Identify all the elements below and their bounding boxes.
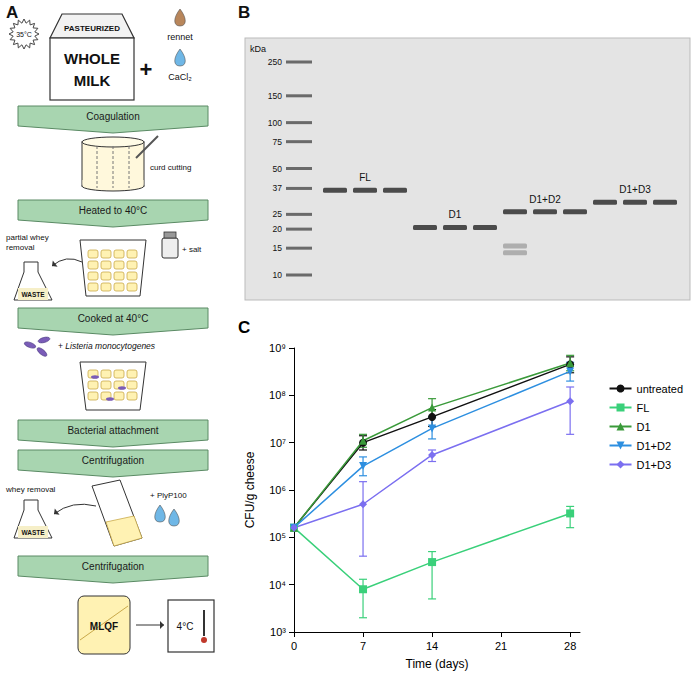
svg-text:250: 250 [268,57,282,67]
svg-text:10³: 10³ [270,626,286,638]
svg-text:CFU/g cheese: CFU/g cheese [243,451,257,528]
svg-text:curd cutting: curd cutting [150,163,191,172]
svg-text:10⁶: 10⁶ [269,484,286,496]
svg-text:35°C: 35°C [16,31,32,38]
svg-text:Heated to 40°C: Heated to 40°C [79,205,148,216]
svg-text:A: A [6,3,18,22]
svg-text:MLQF: MLQF [90,621,118,632]
svg-text:Bacterial attachment: Bacterial attachment [67,425,158,436]
html-text:C: C [238,318,251,337]
svg-text:Coagulation: Coagulation [86,111,139,122]
svg-text:28: 28 [564,640,576,652]
svg-text:FL: FL [359,172,371,183]
svg-text:D1+D2: D1+D2 [529,194,561,205]
svg-text:10⁹: 10⁹ [269,342,286,354]
svg-text:37: 37 [273,183,283,193]
svg-text:0: 0 [291,640,297,652]
svg-text:10⁷: 10⁷ [270,437,286,449]
svg-text:MILK: MILK [74,72,111,89]
svg-text:Centrifugation: Centrifugation [82,455,144,466]
svg-text:10⁴: 10⁴ [269,579,286,591]
svg-text:+ Listeria monocytogenes: + Listeria monocytogenes [58,341,156,351]
svg-text:B: B [238,3,250,22]
svg-text:Cooked at 40°C: Cooked at 40°C [78,313,149,324]
svg-text:50: 50 [273,164,283,174]
svg-text:10⁸: 10⁸ [269,389,286,401]
svg-text:D1+D3: D1+D3 [619,184,651,195]
svg-text:15: 15 [273,243,283,253]
svg-text:FL: FL [637,402,650,414]
svg-text:WHOLE: WHOLE [64,50,120,67]
svg-text:21: 21 [495,640,507,652]
svg-text:whey removal: whey removal [5,485,56,494]
svg-text:rennet: rennet [167,32,193,42]
svg-text:100: 100 [268,118,282,128]
svg-text:7: 7 [360,640,366,652]
svg-text:kDa: kDa [250,44,266,54]
svg-text:D1: D1 [637,421,651,433]
svg-text:D1: D1 [449,209,462,220]
svg-text:D1+D3: D1+D3 [637,459,672,471]
svg-text:14: 14 [426,640,438,652]
svg-text:D1+D2: D1+D2 [637,440,672,452]
svg-text:25: 25 [273,209,283,219]
svg-text:+ salt: + salt [182,245,202,254]
svg-text:20: 20 [273,224,283,234]
svg-text:WASTE: WASTE [21,529,45,536]
svg-text:Time (days): Time (days) [406,657,469,671]
svg-text:+ PlyP100: + PlyP100 [150,491,187,500]
svg-text:10⁵: 10⁵ [269,531,286,543]
svg-text:150: 150 [268,91,282,101]
svg-text:+: + [140,57,153,82]
svg-text:4°C: 4°C [177,621,194,632]
svg-text:10: 10 [273,270,283,280]
svg-text:75: 75 [273,137,283,147]
svg-text:untreated: untreated [637,383,683,395]
svg-text:partial whey: partial whey [6,233,49,242]
svg-text:PASTEURIZED: PASTEURIZED [64,24,120,33]
svg-text:removal: removal [6,243,35,252]
svg-text:CaCl₂: CaCl₂ [168,72,192,82]
svg-text:WASTE: WASTE [21,291,45,298]
svg-text:Centrifugation: Centrifugation [82,561,144,572]
